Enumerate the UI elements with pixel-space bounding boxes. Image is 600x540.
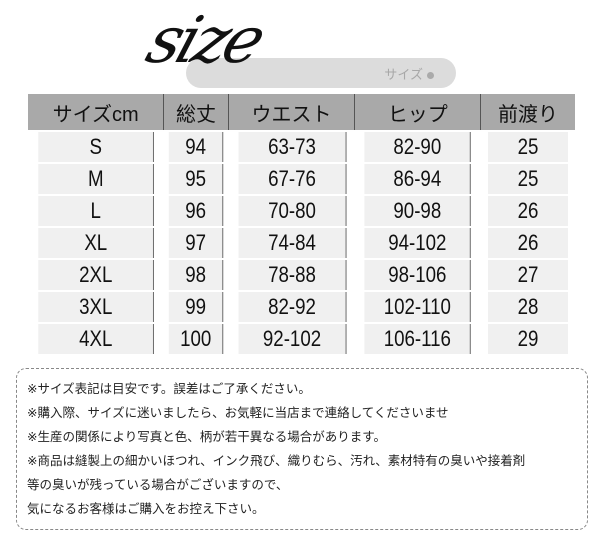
- table-row: XL 97 74-84 94-102 26: [28, 228, 575, 258]
- table-cell: S: [38, 132, 155, 162]
- column-header: サイズcm: [28, 94, 165, 130]
- table-cell: 82-92: [238, 292, 346, 322]
- dot-icon: [427, 72, 434, 79]
- table-cell: 29: [488, 324, 568, 354]
- notes-box: ※サイズ表記は目安です。誤差はご了承ください。 ※購入際、サイズに迷いましたら、お…: [16, 368, 588, 530]
- table-row: M 95 67-76 86-94 25: [28, 164, 575, 194]
- table-cell: 97: [169, 228, 224, 258]
- table-row: 3XL 99 82-92 102-110 28: [28, 292, 575, 322]
- table-cell: 25: [488, 164, 568, 194]
- column-header: 前渡り: [480, 94, 575, 130]
- table-cell: 94: [169, 132, 224, 162]
- table-cell: XL: [38, 228, 155, 258]
- table-cell: 102-110: [364, 292, 472, 322]
- table-cell: 4XL: [38, 324, 155, 354]
- table-cell: 2XL: [38, 260, 155, 290]
- table-cell: 63-73: [238, 132, 346, 162]
- note-line: ※生産の関係により写真と色、柄が若干異なる場合があります。: [27, 429, 386, 444]
- table-cell: 100: [169, 324, 224, 354]
- table-cell: 78-88: [238, 260, 346, 290]
- table-cell: 74-84: [238, 228, 346, 258]
- table-cell: 94-102: [364, 228, 472, 258]
- subtitle-text: サイズ: [384, 68, 423, 83]
- note-line: ※購入際、サイズに迷いましたら、お気軽に当店まで連絡してくださいませ: [27, 405, 449, 420]
- table-cell: 90-98: [364, 196, 472, 226]
- table-cell: 26: [488, 228, 568, 258]
- note-line: ※商品は縫製上の細かいほつれ、インク飛び、織りむら、汚れ、素材特有の臭いや接着剤: [27, 453, 526, 468]
- note-line: 等の臭いが残っている場合がございますので、: [27, 477, 289, 492]
- table-cell: 3XL: [38, 292, 155, 322]
- table-cell: 70-80: [238, 196, 346, 226]
- table-cell: 99: [169, 292, 224, 322]
- table-cell: 98-106: [364, 260, 472, 290]
- size-title: サイズ size: [138, 4, 460, 94]
- table-header-row: サイズcm 総丈 ウエスト ヒップ 前渡り: [28, 94, 575, 130]
- subtitle-pill: サイズ: [186, 58, 456, 88]
- subtitle-label: サイズ: [384, 64, 434, 83]
- table-row: 4XL 100 92-102 106-116 29: [28, 324, 575, 354]
- table-cell: 27: [488, 260, 568, 290]
- table-cell: 67-76: [238, 164, 346, 194]
- size-table: サイズcm 総丈 ウエスト ヒップ 前渡り S 94 63-73 82-90 25 M 95 67-7…: [28, 92, 575, 356]
- column-header: ウエスト: [228, 94, 356, 130]
- table-cell: 82-90: [364, 132, 472, 162]
- table-cell: 28: [488, 292, 568, 322]
- note-line: ※サイズ表記は目安です。誤差はご了承ください。: [27, 381, 311, 396]
- note-line: 気になるお客様はご購入をお控え下さい。: [27, 501, 265, 516]
- table-cell: 26: [488, 196, 568, 226]
- table-row: 2XL 98 78-88 98-106 27: [28, 260, 575, 290]
- table-cell: L: [38, 196, 155, 226]
- table-cell: 106-116: [364, 324, 472, 354]
- table-cell: 86-94: [364, 164, 472, 194]
- column-header: ヒップ: [355, 94, 481, 130]
- table-cell: 92-102: [238, 324, 346, 354]
- table-row: L 96 70-80 90-98 26: [28, 196, 575, 226]
- table-cell: 95: [169, 164, 224, 194]
- table-cell: 98: [169, 260, 224, 290]
- table-cell: M: [38, 164, 155, 194]
- column-header: 総丈: [164, 94, 229, 130]
- table-row: S 94 63-73 82-90 25: [28, 132, 575, 162]
- table-cell: 96: [169, 196, 224, 226]
- table-cell: 25: [488, 132, 568, 162]
